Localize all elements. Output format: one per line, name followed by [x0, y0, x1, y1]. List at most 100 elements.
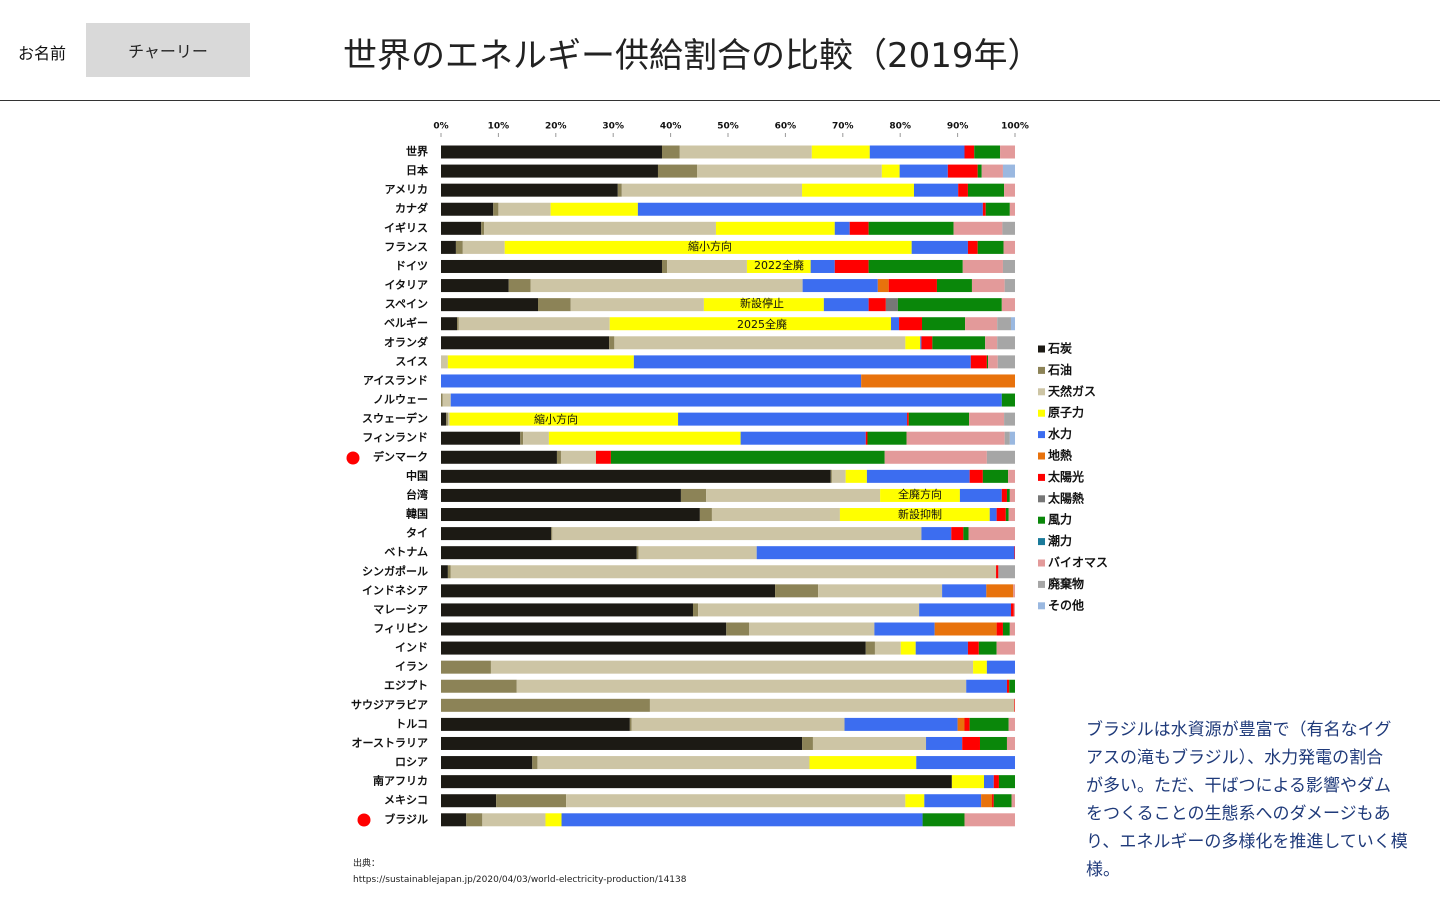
category-label: カナダ [395, 201, 428, 215]
bar-segment [699, 508, 712, 522]
bar-segment [986, 355, 989, 369]
bar-segment [629, 717, 632, 731]
legend-swatch [1038, 516, 1045, 524]
bar-segment [441, 336, 610, 350]
bar-segment [441, 717, 630, 731]
bar-segment [441, 622, 727, 636]
legend-swatch [1038, 366, 1045, 374]
bar-segment [802, 736, 813, 750]
bar-segment [631, 717, 845, 731]
legend-label: 廃棄物 [1048, 576, 1084, 591]
bar-segment [993, 794, 1012, 808]
note-line: り、エネルギーの多様化を推進していく模 [1086, 832, 1408, 852]
bar-segment [868, 259, 963, 273]
legend-swatch [1038, 559, 1045, 567]
bar-segment [970, 355, 987, 369]
bar-segment [508, 279, 531, 293]
bar-segment [442, 393, 451, 407]
bar-segment [997, 355, 1015, 369]
bar-segment [545, 813, 562, 827]
bar-segment [1009, 488, 1015, 502]
category-label: オーストラリア [352, 736, 428, 749]
bar-segment [667, 259, 747, 273]
category-label: ベトナム [384, 546, 428, 559]
bar-segment [899, 317, 923, 331]
bar-segment [1009, 679, 1015, 693]
bar-segment [1001, 298, 1015, 312]
bar-segment [1000, 145, 1015, 159]
bar-segment [466, 813, 483, 827]
bar-segment [888, 279, 937, 293]
bar-segment [661, 259, 668, 273]
bar-segment [441, 565, 448, 579]
bar-segment [959, 488, 1002, 502]
bar-segment [973, 660, 987, 674]
bar-segment [915, 641, 968, 655]
bar-segment [441, 756, 533, 770]
page-title: 世界のエネルギー供給割合の比較（2019年） [343, 36, 1042, 76]
category-label: 中国 [406, 468, 428, 482]
bar-segment [978, 641, 997, 655]
bar-segment [697, 164, 882, 178]
category-label: イラン [395, 660, 428, 673]
legend-label: 太陽光 [1048, 469, 1084, 484]
bar-segment [609, 317, 892, 331]
bar-segment [614, 336, 906, 350]
legend-swatch [1038, 345, 1045, 353]
category-label: マレーシア [373, 603, 428, 616]
bar-segment [998, 775, 1015, 789]
bar-segment [996, 641, 1015, 655]
bar-segment [874, 641, 901, 655]
highlight-dot [357, 813, 371, 827]
bar-segment [441, 527, 552, 541]
annotation: 2022全廃 [754, 258, 804, 272]
bar-segment [1001, 393, 1015, 407]
category-label: フィンランド [362, 431, 428, 444]
bar-segment [1002, 221, 1015, 235]
bar-segment [457, 317, 459, 331]
bar-segment [523, 431, 549, 445]
bar-segment [951, 775, 985, 789]
bar-segment [1010, 603, 1014, 617]
bar-segment [441, 298, 539, 312]
bar-segment [845, 469, 867, 483]
bar-segment [984, 775, 994, 789]
legend-label: 風力 [1048, 512, 1072, 527]
bar-segment [953, 221, 1003, 235]
bar-segment [1008, 717, 1015, 731]
bar-segment [441, 660, 491, 674]
bar-segment [1013, 603, 1015, 617]
bar-segment [550, 202, 638, 216]
bar-segment [455, 240, 463, 254]
bar-segment [981, 794, 993, 808]
x-tick-label: 0% [433, 122, 448, 132]
bar-segment [993, 775, 999, 789]
bar-segment [811, 145, 870, 159]
category-label: イタリア [384, 279, 428, 292]
bar-segment [908, 412, 970, 426]
category-label: イギリス [384, 220, 428, 234]
bar-segment [911, 240, 968, 254]
x-tick-label: 10% [488, 122, 510, 132]
bar-segment [1008, 469, 1015, 483]
bar-segment [969, 717, 1009, 731]
bar-segment [441, 584, 776, 598]
bar-segment [1013, 584, 1015, 598]
x-tick-label: 70% [832, 122, 854, 132]
bar-segment [989, 508, 997, 522]
bar-segment [996, 565, 999, 579]
bar-segment [979, 736, 1007, 750]
bar-segment [830, 469, 832, 483]
bar-segment [924, 794, 982, 808]
bar-segment [998, 565, 1015, 579]
bar-segment [441, 259, 662, 273]
bar-segment [450, 565, 997, 579]
bar-segment [986, 584, 1014, 598]
bar-segment [570, 298, 704, 312]
bar-segment [1011, 794, 1015, 808]
bar-segment [985, 202, 1010, 216]
legend-label: バイオマス [1048, 556, 1108, 570]
category-label: インド [395, 641, 428, 654]
category-label: アイスランド [363, 374, 428, 387]
note-line: 様。 [1086, 860, 1120, 880]
